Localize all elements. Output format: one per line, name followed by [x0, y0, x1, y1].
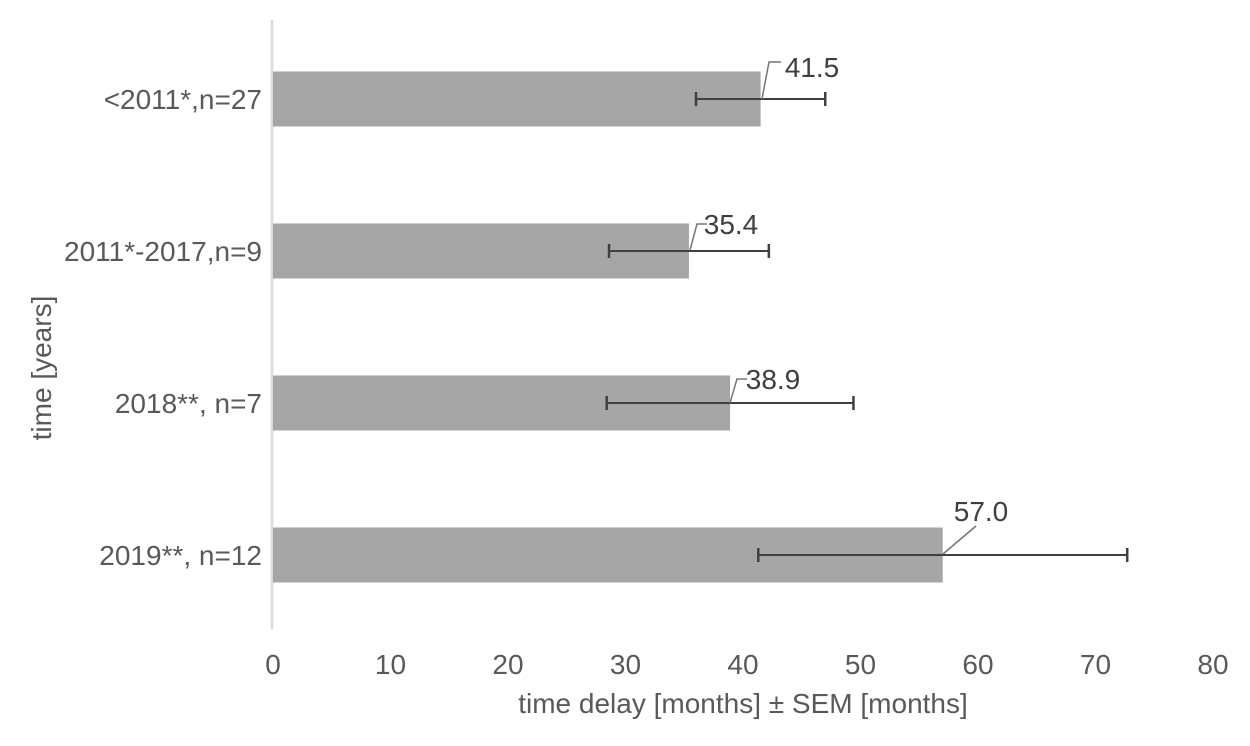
- x-tick-label: 70: [1080, 649, 1111, 680]
- category-label: 2011*-2017,n=9: [64, 236, 262, 267]
- bar-data-label: 38.9: [746, 364, 801, 395]
- y-axis-title: time [years]: [26, 295, 57, 441]
- x-tick-label: 30: [610, 649, 641, 680]
- x-axis-title: time delay [months] ± SEM [months]: [518, 688, 968, 719]
- x-tick-label: 10: [375, 649, 406, 680]
- x-tick-label: 0: [265, 649, 281, 680]
- data-label-leader-line: [942, 525, 977, 555]
- category-label: 2019**, n=12: [99, 540, 262, 571]
- data-label-leader-line: [729, 378, 747, 404]
- x-tick-label: 40: [727, 649, 758, 680]
- x-tick-label: 20: [492, 649, 523, 680]
- bar-data-label: 57.0: [954, 496, 1009, 527]
- x-tick-label: 60: [962, 649, 993, 680]
- data-label-leader-line: [761, 61, 781, 100]
- bar-data-label: 41.5: [785, 52, 840, 83]
- bar: [273, 71, 761, 127]
- category-label: 2018**, n=7: [115, 388, 262, 419]
- data-label-leader-line: [689, 223, 707, 251]
- bar-data-label: 35.4: [704, 209, 759, 240]
- x-tick-label: 80: [1197, 649, 1228, 680]
- category-label: <2011*,n=27: [104, 84, 262, 115]
- x-tick-label: 50: [845, 649, 876, 680]
